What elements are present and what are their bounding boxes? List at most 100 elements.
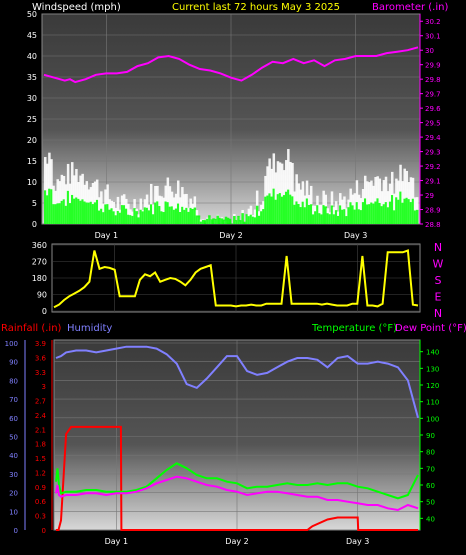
wind-avg-bar xyxy=(299,207,303,224)
y2-tick-label: 30.2 xyxy=(425,18,441,26)
rain-tick-label: 1.2 xyxy=(35,469,46,477)
y2-tick-label: 29.4 xyxy=(425,134,441,142)
rain-tick-label: 3.3 xyxy=(35,369,46,377)
wind-gust-bar xyxy=(71,162,74,224)
rain-humidity-temp-panel: 0 10 20 30 40 50 60 70 80 90 100 0 0.3 0.6 0.9 1.2 1.5 1.… xyxy=(5,339,439,546)
wind-avg-bar xyxy=(293,204,296,224)
wind-gust-bar xyxy=(176,180,180,224)
humidity-tick-label: 10 xyxy=(9,508,18,516)
wind-avg-bar xyxy=(303,207,307,224)
wind-avg-bar xyxy=(44,190,47,224)
wind-avg-bar xyxy=(100,208,103,224)
wind-gust-bar xyxy=(152,204,155,224)
wind-avg-bar xyxy=(347,207,350,224)
wind-avg-bar xyxy=(139,209,143,224)
wind-gust-bar xyxy=(127,203,130,224)
wind-avg-bar xyxy=(287,189,290,224)
wind-avg-bar xyxy=(193,207,197,224)
wind-avg-bar xyxy=(268,193,271,224)
humidity-tick-label: 40 xyxy=(9,452,18,460)
rain-tick-label: 1.5 xyxy=(35,455,46,463)
temp-tick-label: 40 xyxy=(426,515,435,523)
wind-avg-bar xyxy=(409,202,413,224)
wind-avg-bar xyxy=(372,203,375,224)
wind-avg-bar xyxy=(79,200,82,224)
wind-gust-bar xyxy=(289,161,292,224)
y2-tick-label: 29 xyxy=(425,192,434,200)
wind-avg-bar xyxy=(216,215,219,224)
wind-gust-bar xyxy=(280,163,284,224)
wind-avg-bar xyxy=(189,207,192,224)
wind-gust-bar xyxy=(116,196,120,224)
wind-gust-bar xyxy=(299,189,303,224)
wind-gust-bar xyxy=(100,191,103,224)
humidity-tick-label: 30 xyxy=(9,471,18,479)
wind-avg-bar xyxy=(332,214,336,224)
wind-avg-bar xyxy=(164,201,168,224)
x-tick-label: Day 3 xyxy=(344,231,367,240)
wind-gust-bar xyxy=(374,177,377,224)
wind-avg-bar xyxy=(413,210,417,224)
y2-tick-label: 29.6 xyxy=(425,105,441,113)
wind-gust-bar xyxy=(60,174,64,224)
wind-avg-bar xyxy=(137,217,140,224)
humidity-tick-label: 80 xyxy=(9,377,18,385)
wind-avg-bar xyxy=(62,199,66,224)
y-tick-label: 0 xyxy=(32,220,37,229)
wind-barometer-panel: 0 5 10 15 20 25 30 35 40 45 50 28.8 28.9 29 29.1 29.2 29… xyxy=(27,10,441,240)
wind-avg-bar xyxy=(262,209,265,224)
wind-gust-bar xyxy=(270,168,273,224)
humidity-line xyxy=(55,345,419,419)
y2-tick-label: 29.7 xyxy=(425,91,441,99)
y-tick-label: 20 xyxy=(27,136,37,145)
wind-avg-bar xyxy=(326,213,330,224)
wind-avg-bar xyxy=(91,204,95,224)
wind-avg-bar xyxy=(208,215,211,224)
wind-avg-bar xyxy=(145,207,149,224)
wind-avg-bar xyxy=(314,211,317,224)
wind-avg-bar xyxy=(241,213,244,224)
y-tick-label: 25 xyxy=(27,115,37,124)
temp-tick-label: 140 xyxy=(426,349,439,357)
x-tick-label: Day 2 xyxy=(225,537,248,546)
humidity-tick-label: 60 xyxy=(9,415,18,423)
y-tick-label: 35 xyxy=(27,73,37,82)
wind-avg-bar xyxy=(71,194,74,224)
wind-gust-bar xyxy=(295,174,298,224)
wind-avg-bar xyxy=(233,216,236,224)
wind-gust-bar xyxy=(382,180,386,224)
direction-label: N xyxy=(434,241,442,254)
y2-tick-label: 29.5 xyxy=(425,120,441,128)
direction-label: S xyxy=(435,274,442,287)
wind-avg-bar xyxy=(222,219,226,224)
wind-gust-bar xyxy=(287,149,290,224)
wind-avg-bar xyxy=(46,195,49,224)
rainfall-label: Rainfall (.in) xyxy=(1,323,62,334)
wind-avg-bar xyxy=(179,211,182,224)
wind-avg-bar xyxy=(68,203,72,224)
wind-avg-bar xyxy=(149,204,153,224)
x-tick-label: Day 1 xyxy=(105,537,128,546)
wind-avg-bar xyxy=(328,214,332,224)
wind-avg-bar xyxy=(125,208,128,224)
wind-avg-bar xyxy=(224,216,228,224)
wind-avg-bar xyxy=(260,211,263,224)
panel-wind-ticks: 0 5 10 15 20 25 30 35 40 45 50 28.8 28.9 29 29.1 29.2 29… xyxy=(27,10,441,240)
wind-avg-bar xyxy=(355,202,359,224)
wind-avg-bar xyxy=(366,204,369,224)
y-tick-label: 180 xyxy=(32,274,47,283)
rain-tick-label: 3 xyxy=(42,383,46,391)
temp-tick-label: 120 xyxy=(426,382,439,390)
wind-avg-bar xyxy=(336,215,340,224)
wind-avg-bar xyxy=(154,202,157,224)
y-tick-label: 30 xyxy=(27,94,37,103)
x-tick-label: Day 1 xyxy=(95,231,118,240)
wind-avg-bar xyxy=(48,188,51,224)
wind-avg-bar xyxy=(191,208,195,224)
wind-avg-bar xyxy=(368,204,371,224)
wind-avg-bar xyxy=(374,201,377,224)
y2-tick-label: 29.9 xyxy=(425,62,441,70)
wind-avg-bar xyxy=(255,205,259,224)
wind-avg-bar xyxy=(89,201,93,224)
